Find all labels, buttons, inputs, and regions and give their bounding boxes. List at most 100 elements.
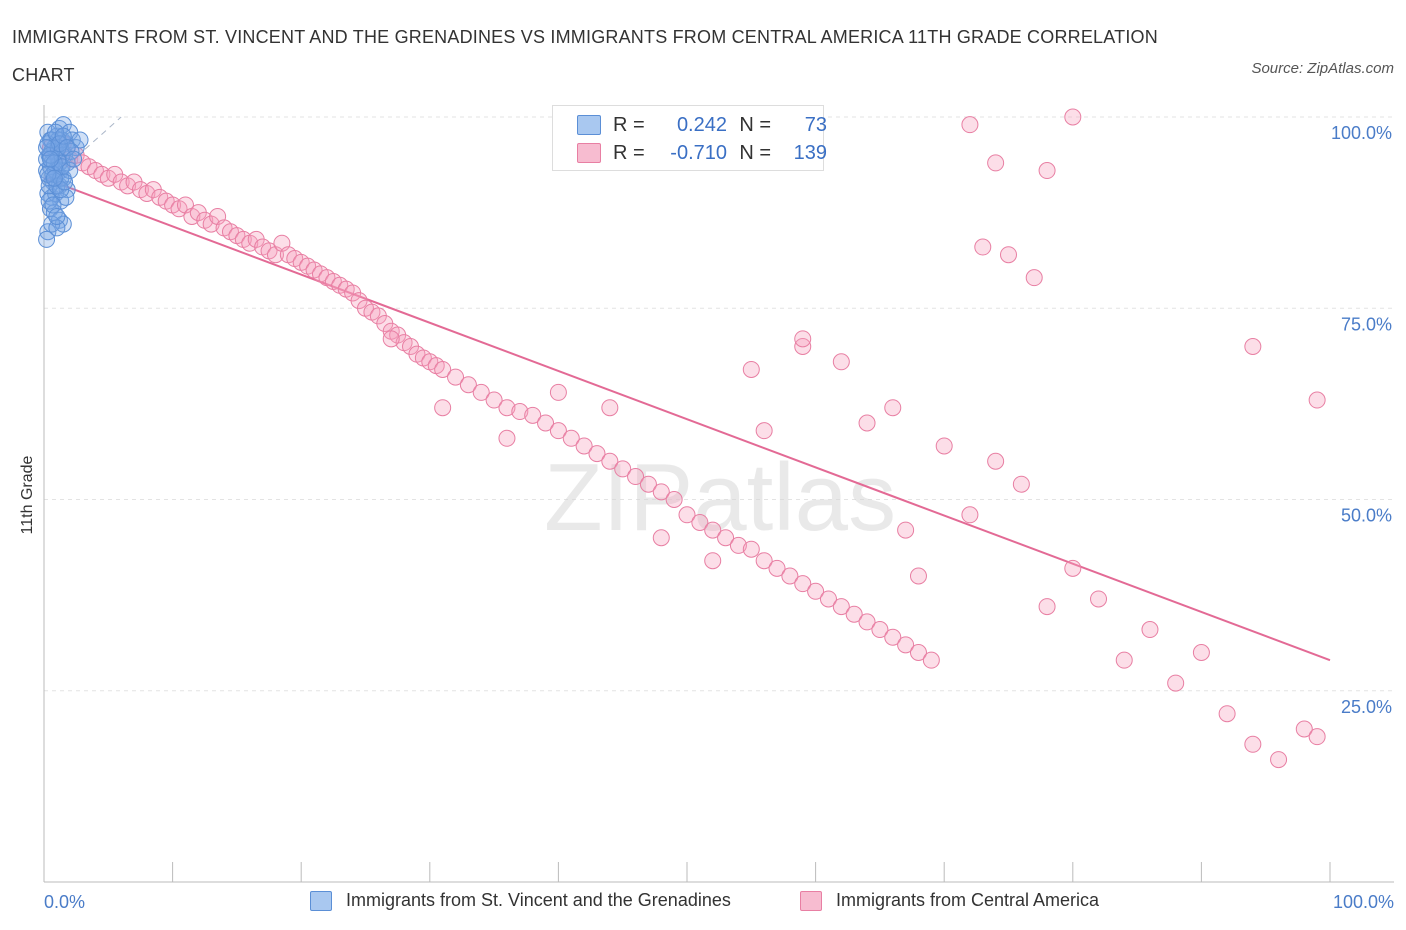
point-central-america	[884, 628, 902, 646]
point-central-america	[755, 422, 773, 440]
point-central-america	[498, 429, 516, 447]
r-label: R =	[613, 113, 645, 136]
point-central-america	[781, 567, 799, 585]
point-central-america	[601, 399, 619, 417]
point-central-america	[1244, 735, 1262, 753]
point-central-america	[1244, 338, 1262, 355]
point-central-america	[1000, 246, 1017, 264]
y-tick-label: 50.0%	[1341, 506, 1392, 526]
point-central-america	[729, 536, 747, 554]
stats-legend: R = 0.242 N = 73 R = -0.710 N = 139	[552, 105, 827, 171]
point-central-america	[768, 559, 786, 577]
point-central-america	[987, 154, 1005, 172]
point-central-america	[1167, 674, 1185, 692]
point-central-america	[575, 437, 593, 455]
point-central-america	[447, 368, 465, 386]
r-value: 0.242	[676, 113, 727, 136]
y-tick-label: 25.0%	[1341, 697, 1392, 717]
point-st-vincent	[41, 150, 59, 168]
point-central-america	[434, 360, 452, 378]
point-central-america	[678, 506, 696, 524]
point-central-america	[1295, 720, 1313, 738]
point-central-america	[498, 399, 516, 417]
point-central-america	[549, 422, 567, 440]
point-central-america	[511, 403, 529, 421]
point-central-america	[639, 475, 657, 493]
point-central-america	[961, 506, 979, 524]
point-central-america	[588, 445, 606, 463]
point-central-america	[909, 567, 927, 585]
bottom-legend-swatch-1	[310, 890, 332, 911]
point-central-america	[524, 406, 542, 424]
point-central-america	[1308, 391, 1326, 409]
point-central-america	[987, 452, 1005, 470]
point-central-america	[704, 521, 722, 539]
point-central-america	[755, 552, 773, 570]
point-central-america	[1038, 162, 1056, 180]
point-st-vincent	[45, 169, 63, 187]
point-central-america	[974, 238, 992, 256]
point-central-america	[1012, 475, 1030, 493]
point-central-america	[1090, 590, 1108, 608]
point-st-vincent	[65, 150, 83, 168]
point-central-america	[614, 460, 632, 478]
x-tick-label: 0.0%	[44, 892, 85, 912]
legend-row-series-2: R = -0.710 N = 139	[577, 140, 827, 166]
point-st-vincent	[44, 196, 62, 214]
point-st-vincent	[38, 230, 56, 248]
point-central-america	[742, 540, 760, 558]
bottom-legend-swatch-2	[800, 890, 822, 911]
point-central-america	[691, 513, 709, 531]
point-central-america	[562, 429, 580, 447]
chart-title: IMMIGRANTS FROM ST. VINCENT AND THE GREN…	[12, 27, 1158, 85]
point-central-america	[1141, 621, 1159, 639]
point-central-america	[472, 383, 490, 401]
point-st-vincent	[54, 127, 72, 145]
point-central-america	[652, 529, 670, 547]
point-central-america	[832, 598, 850, 616]
bottom-legend-item-1: Immigrants from St. Vincent and the Gren…	[310, 890, 731, 911]
point-central-america	[819, 590, 837, 608]
point-central-america	[794, 330, 812, 348]
point-central-america	[961, 116, 979, 134]
legend-row-series-1: R = 0.242 N = 73	[577, 112, 827, 138]
point-st-vincent	[56, 173, 74, 191]
point-central-america	[897, 636, 915, 654]
point-central-america	[935, 437, 953, 455]
n-value: 73	[804, 113, 827, 136]
point-central-america	[922, 651, 940, 669]
x-tick-label: 100.0%	[1333, 892, 1394, 912]
r-value: -0.710	[670, 141, 727, 164]
point-central-america	[627, 468, 645, 486]
bottom-legend-label-2: Immigrants from Central America	[836, 890, 1100, 910]
point-central-america	[601, 452, 619, 470]
point-central-america	[897, 521, 915, 539]
point-central-america	[549, 383, 567, 401]
point-st-vincent	[50, 135, 68, 153]
bottom-legend-label-1: Immigrants from St. Vincent and the Gren…	[346, 890, 731, 910]
point-central-america	[1218, 705, 1236, 723]
point-central-america	[1064, 559, 1082, 577]
point-central-america	[807, 582, 825, 600]
point-central-america	[845, 605, 863, 623]
bottom-legend: Immigrants from St. Vincent and the Gren…	[0, 890, 1406, 916]
point-central-america	[434, 399, 452, 417]
point-central-america	[717, 529, 735, 547]
legend-swatch-series-2	[577, 143, 601, 163]
point-central-america	[1115, 651, 1133, 669]
source-label: Source: ZipAtlas.com	[1251, 60, 1394, 77]
point-central-america	[537, 414, 555, 432]
point-st-vincent	[47, 123, 65, 141]
point-central-america	[1192, 644, 1210, 661]
trendlines	[43, 116, 1331, 662]
point-st-vincent	[38, 139, 56, 157]
point-central-america	[794, 575, 812, 593]
tick-labels: 100.0% 75.0% 50.0% 25.0% 0.0% 100.0%	[44, 123, 1394, 912]
n-value: 139	[793, 141, 827, 164]
point-central-america	[884, 399, 902, 417]
point-central-america	[459, 376, 477, 394]
point-central-america	[858, 613, 876, 631]
r-label: R =	[613, 141, 645, 164]
point-central-america	[1025, 269, 1043, 287]
